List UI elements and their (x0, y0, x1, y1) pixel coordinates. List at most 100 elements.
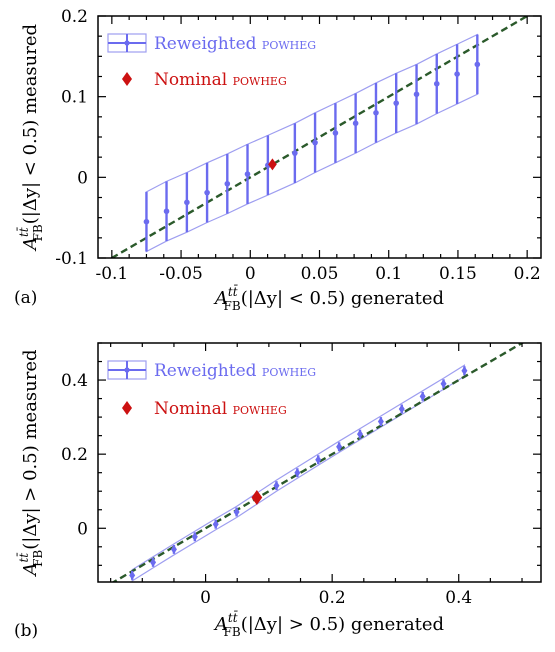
legend-reweighted-marker (124, 367, 130, 373)
plot-frame (97, 342, 542, 583)
y-tick-label: -0.1 (55, 249, 88, 269)
nominal-point (268, 158, 277, 171)
legend-nominal-marker (122, 401, 132, 415)
y-axis-label-sub: FB (31, 224, 45, 241)
x-axis-label-rest: (|Δy| < 0.5) generated (241, 288, 444, 309)
nominal-point (251, 490, 263, 506)
reweighted-point (233, 507, 240, 517)
legend-reweighted-word: Reweighted (154, 361, 262, 381)
legend-nominal-gen: powheg (233, 399, 287, 418)
y-axis-label-sup: tt̄ (15, 552, 31, 563)
reweighted-point (163, 208, 170, 215)
y-tick-label: 0 (77, 168, 88, 188)
y-axis-label-rest: (|Δy| > 0.5) measured (20, 349, 41, 549)
plot-area (109, 16, 530, 258)
reweighted-point (398, 404, 405, 414)
reweighted-point (143, 218, 150, 225)
reweighted-point (150, 557, 157, 567)
reweighted-point (294, 468, 301, 478)
x-tick-label: 0.2 (514, 264, 541, 284)
y-axis-label-rest: (|Δy| < 0.5) measured (20, 24, 41, 224)
y-axis-label-sup: tt̄ (15, 226, 31, 237)
reweighted-point (373, 110, 379, 116)
x-axis-label-sub: FB (224, 625, 241, 639)
x-tick-label: 0.2 (319, 588, 346, 608)
x-tick-label: 0.1 (375, 264, 402, 284)
legend-nominal-word: Nominal (154, 70, 233, 90)
uncertainty-band (145, 33, 478, 253)
diagonal-reference-line (111, 343, 525, 582)
y-axis-label-sub: FB (31, 550, 45, 567)
plot-area (111, 343, 525, 582)
y-axis-label-symbol: A (20, 237, 41, 252)
legend-reweighted-word: Reweighted (154, 34, 262, 54)
ticks (98, 342, 541, 582)
legend-reweighted-gen: powheg (262, 34, 316, 53)
legend-nominal-gen: powheg (233, 70, 287, 89)
reweighted-point (191, 532, 198, 542)
y-axis-label-symbol: A (20, 563, 41, 578)
x-tick-label: 0.15 (439, 264, 477, 284)
reweighted-point (377, 417, 384, 427)
x-axis-label-symbol: A (213, 614, 228, 635)
panel-label: (a) (14, 288, 37, 308)
x-axis-label-symbol: A (213, 288, 228, 309)
reweighted-point (129, 570, 136, 580)
x-axis-label: Att̄ FB(|Δy| > 0.5) generated (213, 609, 444, 639)
reweighted-point (336, 442, 343, 452)
legend-nominal-marker (122, 72, 132, 86)
y-tick-label: 0 (77, 519, 88, 539)
x-tick-label: -0.1 (95, 264, 128, 284)
legend-reweighted-marker (124, 40, 130, 46)
reweighted-point (474, 61, 481, 68)
reweighted-point (312, 139, 318, 146)
y-tick-label: 0.1 (61, 88, 88, 108)
reweighted-point (454, 71, 460, 77)
x-tick-label: 0 (245, 264, 256, 284)
reweighted-point (440, 379, 447, 389)
reweighted-point (433, 80, 440, 87)
legend-reweighted-label: Reweighted powheg (154, 34, 316, 54)
y-tick-label: 0.2 (61, 445, 88, 465)
reweighted-point (292, 150, 298, 156)
legend-reweighted-gen: powheg (262, 361, 316, 380)
legend-nominal-label: Nominal powheg (154, 70, 287, 90)
reweighted-point (224, 180, 231, 187)
x-axis-label-sub: FB (224, 299, 241, 313)
legend-nominal-word: Nominal (154, 399, 233, 419)
x-axis-label: Att̄ FB(|Δy| < 0.5) generated (213, 283, 444, 313)
legend-nominal-label: Nominal powheg (154, 399, 287, 419)
reweighted-point (170, 544, 177, 554)
x-tick-label: 0 (200, 588, 211, 608)
y-axis-label: Att̄FB(|Δy| > 0.5) measured (15, 349, 45, 577)
reweighted-point (413, 91, 420, 98)
panel-label: (b) (14, 621, 38, 641)
reweighted-point (357, 429, 364, 439)
y-tick-label: 0.4 (61, 371, 88, 391)
reweighted-point (244, 171, 251, 177)
reweighted-point (204, 189, 210, 196)
ticks (98, 15, 541, 259)
x-tick-label: 0.05 (301, 264, 339, 284)
y-axis-label: Att̄FB(|Δy| < 0.5) measured (15, 24, 45, 252)
reweighted-point (212, 519, 219, 529)
reweighted-point (419, 391, 426, 401)
x-axis-label-sup: tt̄ (228, 283, 239, 299)
reweighted-point (352, 120, 359, 127)
x-axis-label-rest: (|Δy| > 0.5) generated (241, 614, 444, 635)
y-tick-label: 0.2 (61, 7, 88, 27)
x-tick-label: 0.4 (445, 588, 472, 608)
legend-reweighted-label: Reweighted powheg (154, 361, 316, 381)
reweighted-point (332, 130, 339, 136)
reweighted-point (273, 481, 280, 491)
reweighted-point (461, 366, 468, 376)
reweighted-point (315, 455, 322, 465)
reweighted-point (393, 100, 399, 106)
x-axis-label-sup: tt̄ (228, 609, 239, 625)
reweighted-point (184, 199, 190, 206)
